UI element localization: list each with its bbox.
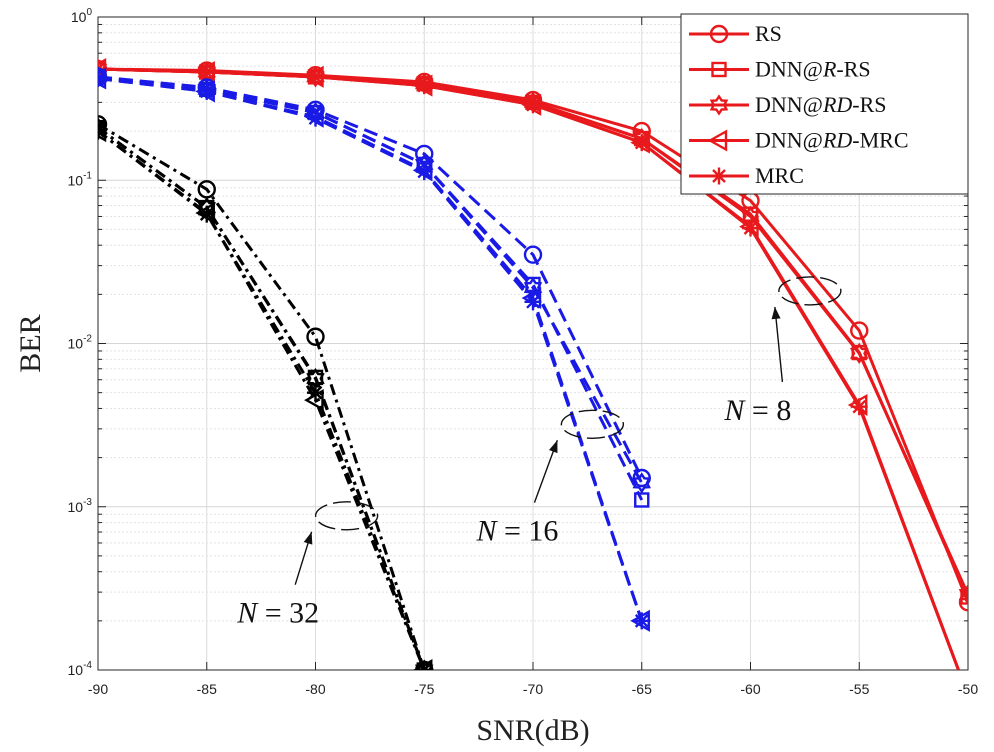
x-tick-label: -50 [958, 681, 978, 697]
legend-marker-hexagram [709, 94, 729, 116]
x-tick-label: -70 [523, 681, 543, 697]
series-line-mrc [98, 77, 644, 622]
x-tick-label: -75 [414, 681, 434, 697]
annotation-label: N = 8 [723, 394, 791, 427]
series-line-mrc [98, 129, 426, 670]
legend-label: DNN@R-RS [755, 57, 871, 82]
data-point-mrc [307, 68, 324, 86]
series-group-16 [98, 66, 651, 632]
data-point-mrc [415, 77, 433, 95]
x-tick-label: -65 [632, 681, 652, 697]
annotation-arrow-line [774, 306, 784, 383]
legend-item-mrc: MRC [689, 163, 804, 188]
data-point-mrc [850, 398, 868, 416]
legend-item-dnn-r-rs: DNN@R-RS [689, 57, 871, 82]
legend-item-dnn-rd-rs: DNN@RD-RS [689, 92, 887, 117]
data-point-dnn-rd-rs [850, 342, 869, 365]
annotation-ellipse [560, 409, 625, 439]
series-line-rs [98, 123, 426, 670]
data-point-mrc [524, 96, 542, 114]
data-point-mrc [633, 134, 651, 152]
y-tick-label: 10-1 [68, 170, 93, 188]
data-point-dnn-rd-rs [958, 583, 968, 606]
series-group-32 [98, 115, 434, 670]
annotation-arrow-head [303, 531, 313, 545]
data-point-mrc [198, 63, 216, 81]
x-axis-label: SNR(dB) [476, 714, 589, 747]
y-tick-label: 10-2 [68, 334, 93, 352]
data-point-mrc [98, 122, 107, 140]
data-point-mrc [198, 82, 216, 100]
annotation-ellipse [778, 276, 842, 306]
data-point-mrc [415, 163, 433, 181]
annotation-ellipse [314, 501, 379, 531]
annotation-n-16: N = 16 [475, 409, 625, 548]
data-point-mrc [742, 219, 759, 237]
legend-item-rs: RS [689, 21, 782, 46]
data-point-mrc [198, 205, 216, 223]
data-point-rs [850, 321, 869, 340]
data-point-mrc [307, 384, 324, 402]
annotation-arrow-head [771, 306, 781, 320]
series-line-dnn-rd-rs [98, 75, 644, 484]
x-tick-label: -85 [197, 681, 217, 697]
data-point-mrc [524, 293, 542, 311]
data-point-mrc [633, 612, 651, 630]
series-group-8 [98, 57, 968, 670]
y-axis-label: BER [14, 314, 47, 372]
legend-marker-asterisk [710, 167, 728, 185]
y-tick-label: 10-4 [68, 660, 93, 678]
data-point-mrc [307, 109, 324, 127]
legend-marker-circle [709, 24, 729, 44]
legend: RS DNN@R-RS DNN@RD-RS DNN@RD-MRC MRC [680, 13, 969, 195]
legend-label: DNN@RD-RS [755, 92, 887, 117]
series-line-rs [98, 75, 644, 479]
legend-marker-square [711, 61, 727, 78]
legend-marker-triangle-left [707, 129, 728, 152]
x-tick-label: -80 [305, 681, 325, 697]
y-tick-label: 100 [71, 7, 93, 25]
annotation-n-32: N = 32 [236, 501, 379, 630]
annotation-label: N = 16 [475, 515, 558, 548]
x-tick-label: -90 [88, 681, 108, 697]
legend-label: MRC [755, 163, 804, 188]
legend-item-dnn-rd-mrc: DNN@RD-MRC [689, 128, 909, 153]
data-point-rs [523, 245, 543, 264]
data-point-rs [415, 144, 434, 164]
y-tick-label: 10-3 [68, 497, 93, 515]
annotation-n-8: N = 8 [723, 276, 842, 427]
annotation-arrow-head [549, 440, 558, 454]
x-tick-label: -55 [849, 681, 869, 697]
data-point-mrc [415, 661, 433, 670]
data-point-rs [958, 593, 968, 612]
data-point-dnn-rd-rs [632, 472, 651, 494]
data-point-mrc [98, 70, 107, 88]
annotation-label: N = 32 [236, 597, 319, 630]
legend-label: RS [755, 21, 782, 46]
x-tick-label: -60 [740, 681, 760, 697]
data-point-rs [306, 327, 325, 346]
legend-label: DNN@RD-MRC [755, 128, 909, 153]
